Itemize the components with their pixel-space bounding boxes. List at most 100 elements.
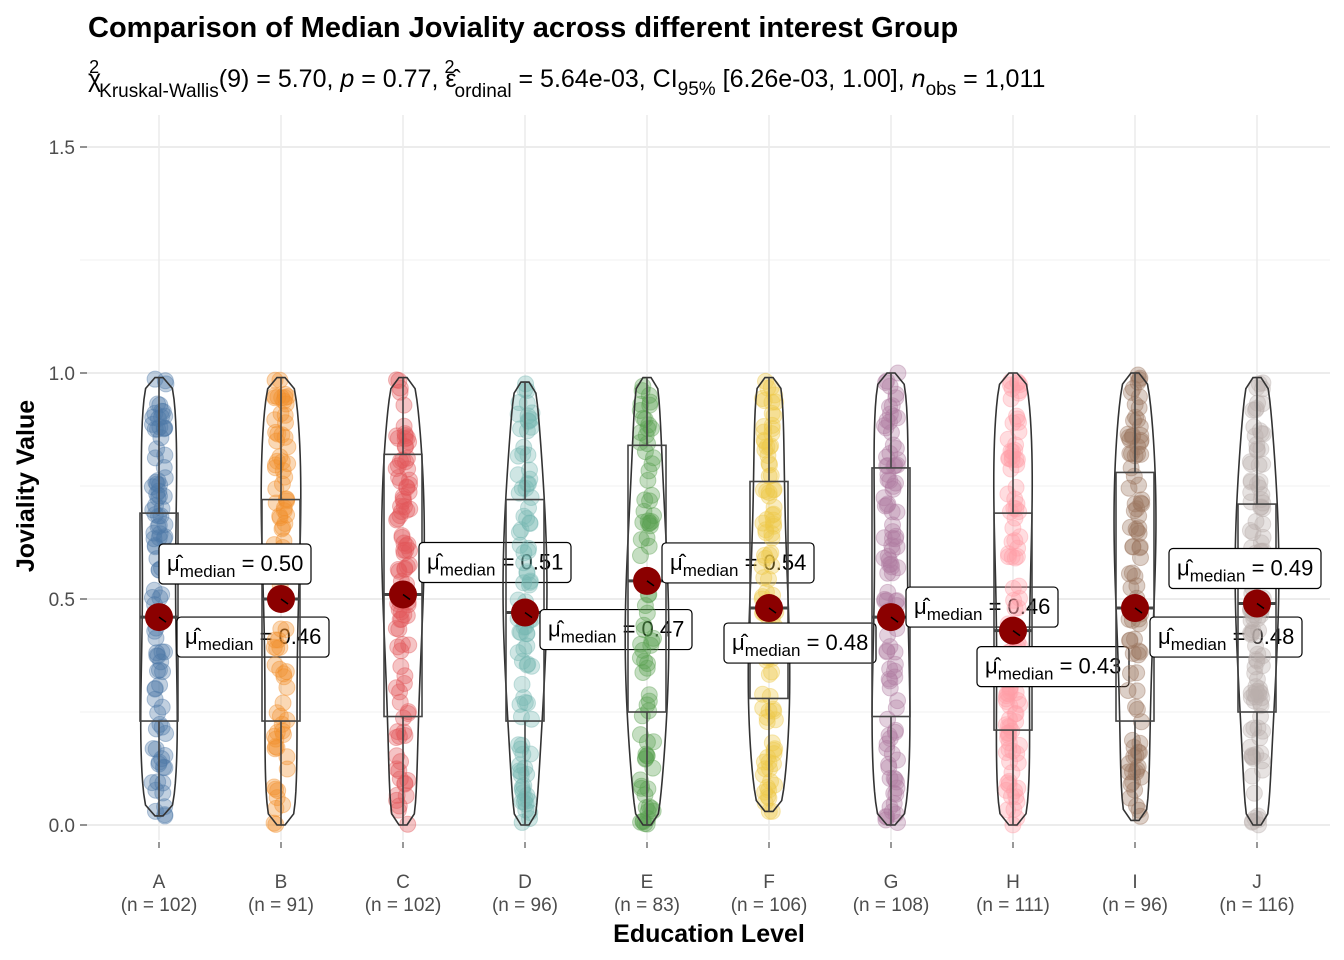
data-point [1003,380,1021,398]
data-point [390,727,408,745]
data-point [157,724,175,742]
data-point [509,466,527,484]
label-connector [768,607,777,614]
data-point [390,620,408,638]
data-point [1253,424,1271,442]
data-point [1009,413,1027,431]
data-point [148,644,166,662]
data-point [883,537,901,555]
data-point [639,803,657,821]
data-point [399,535,417,553]
data-point [883,558,901,576]
data-point [397,537,415,555]
data-point [517,795,535,813]
data-point [389,457,407,475]
data-point [387,679,405,697]
data-point [631,649,649,667]
data-point [389,560,407,578]
x-tick-count: (n = 96) [492,895,558,916]
data-point [755,546,773,564]
x-tick-label: D [518,872,532,893]
data-point [1243,748,1261,766]
median-label-box [976,646,1130,688]
data-point [1252,684,1270,702]
data-point [273,453,291,471]
data-point [1251,473,1269,491]
data-point [1242,625,1260,643]
data-point [154,774,172,792]
data-point [889,559,907,577]
median-value: = 0.49 [1245,556,1313,581]
data-point [1006,705,1024,723]
data-point [763,393,781,411]
data-point [513,778,531,796]
data-point [881,798,899,816]
data-point [153,643,171,661]
data-point [149,704,167,722]
data-point [1248,652,1266,670]
data-point [888,538,906,556]
data-point [1251,680,1269,698]
data-point [767,393,785,411]
data-point [632,531,650,549]
x-tick-count: (n = 83) [614,895,680,916]
data-point [639,471,657,489]
x-tick-label: J [1252,872,1262,893]
data-point [1007,705,1025,723]
mu-hat: μ̂ [427,549,444,574]
data-point [512,521,530,539]
data-point [760,484,778,502]
data-point [396,559,414,577]
data-point [146,690,164,708]
data-point [1120,565,1138,583]
data-point [266,656,284,674]
violin [260,376,302,826]
data-point [1123,763,1141,781]
data-point [1009,691,1027,709]
data-point [1247,651,1265,669]
data-point [880,758,898,776]
data-point [147,473,165,491]
group-D: μ̂median = 0.47 [502,375,693,831]
data-point [392,753,410,771]
data-point [148,475,166,493]
data-point [758,708,776,726]
data-point [522,710,540,728]
data-point [1123,428,1141,446]
median-subscript: median [745,641,801,660]
data-point [1242,472,1260,490]
data-point [765,505,783,523]
data-point [1246,658,1264,676]
data-point [642,636,660,654]
x-tick-count: (n = 116) [1219,895,1294,916]
data-point [273,520,291,538]
data-point [151,418,169,436]
data-point [147,781,165,799]
data-point [1127,747,1145,765]
data-point [1251,729,1269,747]
data-point [887,385,905,403]
data-point [145,581,163,599]
data-point [513,652,531,670]
y-tick-label: 1.0 [49,364,75,385]
data-point [1005,800,1023,818]
x-tick-count: (n = 91) [248,895,314,916]
data-point [268,639,286,657]
data-point [887,439,905,457]
data-point [271,509,289,527]
data-point [1006,509,1024,527]
data-point [643,486,661,504]
data-point [393,635,411,653]
data-point [754,699,772,717]
data-point [764,511,782,529]
mu-hat: μ̂ [670,550,687,575]
data-point [755,423,773,441]
data-point [1125,412,1143,430]
data-point [273,722,291,740]
data-point [1250,621,1268,639]
data-point [521,572,539,590]
data-point [268,704,286,722]
data-point [156,643,174,661]
data-point [391,452,409,470]
data-point [268,432,286,450]
